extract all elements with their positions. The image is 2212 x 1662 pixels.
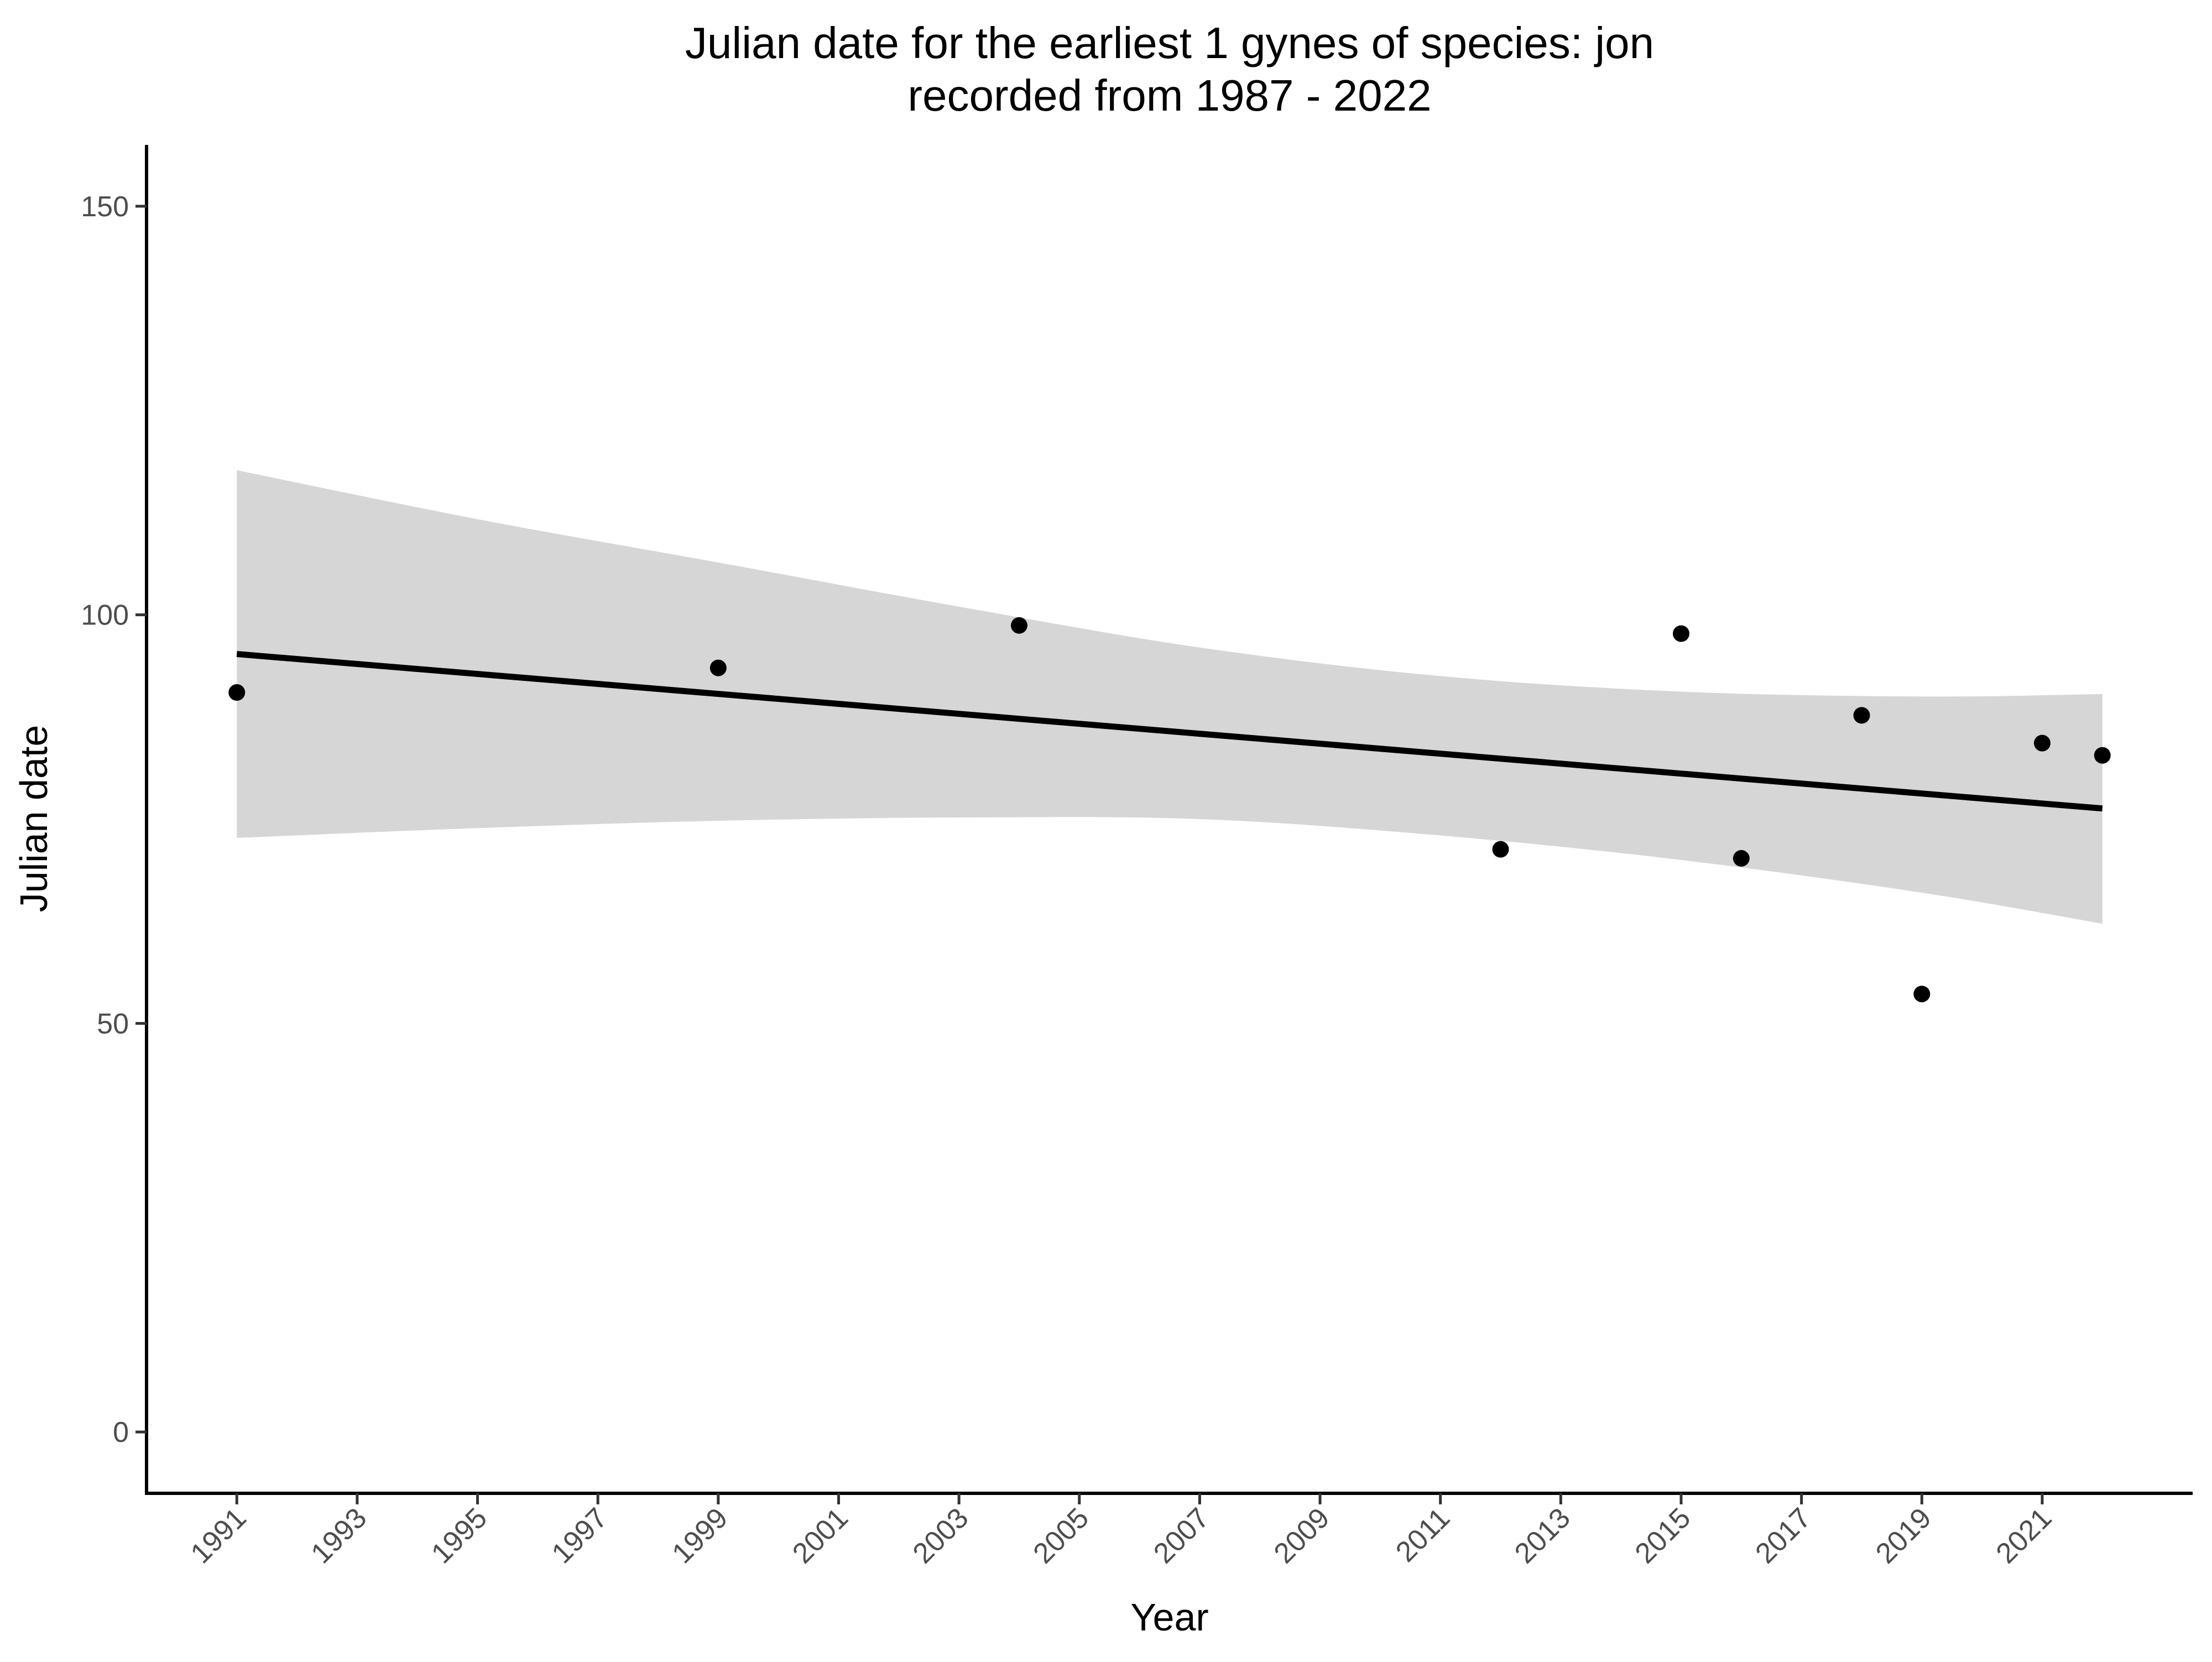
y-ticks: 0 50 100 150 <box>81 191 147 1449</box>
data-point <box>2033 734 2051 752</box>
y-tick-label: 100 <box>81 600 129 632</box>
data-points-layer <box>228 617 2111 1003</box>
trend-line-layer <box>236 651 2103 812</box>
y-tick-label: 0 <box>113 1416 129 1449</box>
x-axis-title: Year <box>1130 1596 1208 1639</box>
chart-title: Julian date for the earliest 1 gynes of … <box>685 18 1654 67</box>
y-tick-label: 150 <box>81 191 129 223</box>
y-axis-title: Julian date <box>12 725 55 913</box>
confidence-band <box>237 470 2103 924</box>
data-point <box>2094 747 2111 764</box>
data-point <box>1010 617 1027 634</box>
chart-subtitle: recorded from 1987 - 2022 <box>907 71 1431 120</box>
data-point <box>709 659 727 676</box>
data-point <box>1673 625 1689 642</box>
x-ticks: 1991 1993 1995 1997 1999 2001 2003 2005 2007 2009… <box>185 1493 2058 1570</box>
data-point <box>1913 986 1931 1003</box>
data-point <box>228 684 246 701</box>
axes <box>145 145 2193 1495</box>
trend-line <box>236 651 2103 812</box>
data-point <box>1733 850 1750 867</box>
y-tick-label: 50 <box>97 1008 129 1040</box>
data-point <box>1853 707 1870 724</box>
data-point <box>1492 841 1509 858</box>
confidence-band-layer <box>237 470 2103 924</box>
